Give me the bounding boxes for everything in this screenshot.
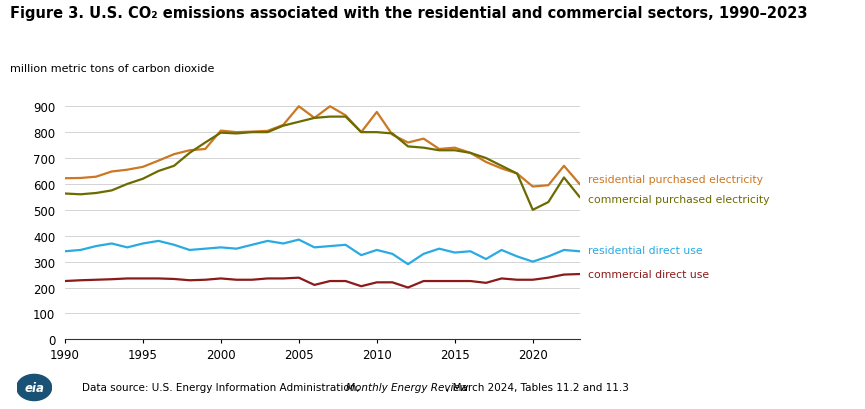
Text: residential purchased electricity: residential purchased electricity xyxy=(588,174,763,184)
Text: Figure 3. U.S. CO₂ emissions associated with the residential and commercial sect: Figure 3. U.S. CO₂ emissions associated … xyxy=(10,6,808,21)
Text: commercial direct use: commercial direct use xyxy=(588,270,709,279)
Text: million metric tons of carbon dioxide: million metric tons of carbon dioxide xyxy=(10,63,215,73)
Text: Data source: U.S. Energy Information Administration,: Data source: U.S. Energy Information Adm… xyxy=(82,382,363,392)
Text: , March 2024, Tables 11.2 and 11.3: , March 2024, Tables 11.2 and 11.3 xyxy=(446,382,629,392)
Text: residential direct use: residential direct use xyxy=(588,245,703,255)
Text: Monthly Energy Review: Monthly Energy Review xyxy=(346,382,468,392)
Ellipse shape xyxy=(16,375,52,400)
Text: commercial purchased electricity: commercial purchased electricity xyxy=(588,194,770,204)
Text: eia: eia xyxy=(24,381,44,394)
